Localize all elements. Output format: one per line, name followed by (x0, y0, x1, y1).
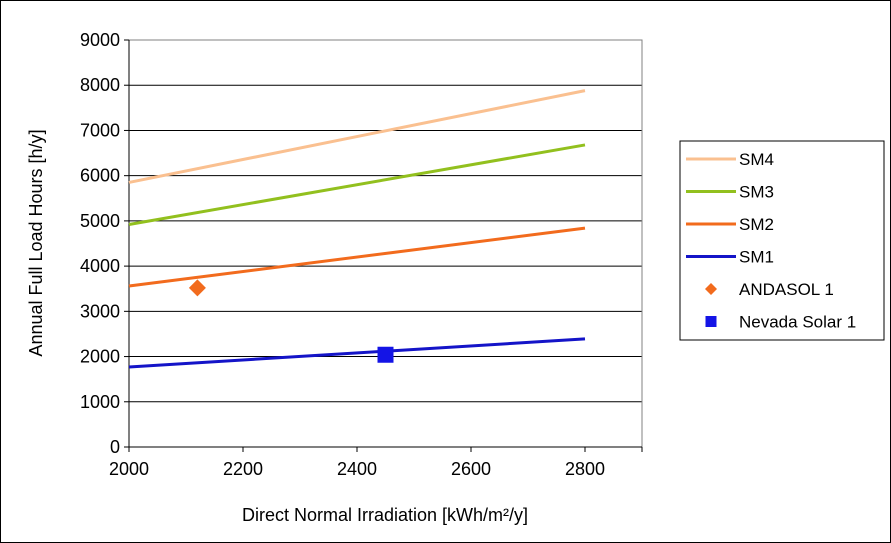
y-axis-ticks: 0 1000 2000 3000 4000 5000 6000 7000 8000 9000 (80, 30, 129, 457)
gridlines (129, 84, 642, 403)
series-line-sm1 (128, 337, 586, 369)
series-line-sm4 (128, 89, 586, 184)
legend-swatch-andasol-1 (705, 283, 717, 295)
y-tick-label: 5000 (80, 211, 120, 231)
legend-label-nevada-solar-1: Nevada Solar 1 (739, 313, 856, 332)
y-axis-label: Annual Full Load Hours [h/y] (26, 129, 46, 356)
legend-label-sm2: SM2 (739, 215, 774, 234)
y-tick-label: 7000 (80, 120, 120, 140)
x-tick-label: 2200 (223, 459, 263, 479)
series-layer (128, 89, 586, 369)
x-tick-label: 2800 (565, 459, 605, 479)
x-tick-label: 2600 (451, 459, 491, 479)
legend-label-sm1: SM1 (739, 248, 774, 267)
x-tick-label: 2400 (337, 459, 377, 479)
y-tick-label: 2000 (80, 347, 120, 367)
legend-label-andasol-1: ANDASOL 1 (739, 280, 834, 299)
legend-swatch-nevada-solar-1 (705, 316, 717, 327)
y-tick-label: 3000 (80, 301, 120, 321)
plot-area (128, 39, 643, 448)
legend-label-sm3: SM3 (739, 183, 774, 202)
y-tick-label: 9000 (80, 30, 120, 50)
x-tick-label: 2000 (109, 459, 149, 479)
data-point-nevada-solar-1 (377, 346, 394, 363)
legend-label-sm4: SM4 (739, 150, 774, 169)
y-tick-label: 1000 (80, 392, 120, 412)
x-axis-label: Direct Normal Irradiation [kWh/m²/y] (242, 505, 528, 525)
y-tick-label: 4000 (80, 256, 120, 276)
series-line-sm3 (128, 143, 586, 226)
data-point-andasol-1 (188, 279, 206, 297)
legend-box (679, 140, 885, 341)
series-line-sm2 (128, 226, 586, 288)
y-tick-label: 6000 (80, 166, 120, 186)
y-tick-label: 0 (110, 437, 120, 457)
y-tick-label: 8000 (80, 75, 120, 95)
x-axis-ticks: 2000 2200 2400 2600 2800 (109, 40, 643, 479)
legend: SM4 SM3 SM2 SM1 ANDASOL 1 Nevada Solar 1 (679, 140, 885, 341)
